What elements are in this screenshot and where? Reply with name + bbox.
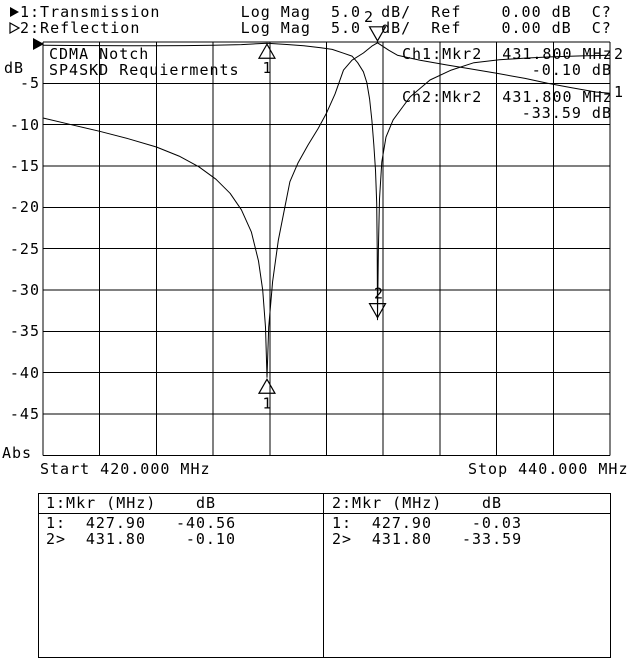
marker-2-trace-2-label: 2 [374, 285, 383, 303]
y-axis-abs-label: Abs [2, 444, 33, 462]
y-tick--40: -40 [9, 364, 40, 382]
trace-end-label-2: 2 [614, 45, 623, 63]
y-tick--25: -25 [9, 240, 40, 258]
marker-table-header-underline [39, 513, 610, 514]
header-line-2: 2:Reflection Log Mag 5.0 dB/ Ref 0.00 dB… [20, 19, 612, 37]
ch1-row-1-frequency: 427.90 [85, 514, 146, 532]
header-line-1: 1:Transmission Log Mag 5.0 dB/ Ref 0.00 … [20, 3, 612, 21]
ch2-row-2-frequency: 431.80 [371, 530, 432, 548]
annotation-title-line-1: CDMA Notch [49, 45, 150, 63]
y-tick--35: -35 [9, 322, 40, 340]
marker-table-divider [323, 494, 324, 657]
y-tick--30: -30 [9, 281, 40, 299]
trace-end-label-1: 1 [614, 83, 623, 101]
trace-1-transmission [42, 42, 611, 378]
marker-2-trace-2-icon [368, 303, 387, 319]
ch2-row-2-id: 2> [332, 530, 353, 548]
ch2-row-1-value: -0.03 [471, 514, 522, 532]
start-frequency-label: Start 420.000 MHz [40, 460, 211, 478]
ch1-row-2-id: 2> [46, 530, 67, 548]
ch2-row-2-value: -33.59 [462, 530, 523, 548]
ch1-row-1-id: 1: [46, 514, 67, 532]
marker-2-trace-1-icon [368, 26, 387, 43]
ch1-row-2-value: -0.10 [185, 530, 236, 548]
ch2-marker-value: -33.59 dB [521, 104, 612, 122]
graticule [42, 41, 611, 456]
marker-1-trace-2-label: 1 [262, 59, 271, 77]
y-axis-unit-label: dB [4, 59, 25, 77]
ch1-marker-value: -0.10 dB [531, 61, 612, 79]
ch1-row-2-frequency: 431.80 [85, 530, 146, 548]
ch2-table-header-unit: dB [482, 494, 503, 512]
ch1-marker-readout: Ch1:Mkr2 431.800 MHz [402, 45, 613, 63]
marker-1-trace-2-icon [257, 43, 276, 59]
marker-2-trace-1-label: 2 [364, 8, 373, 26]
stop-frequency-label: Stop 440.000 MHz [468, 460, 629, 478]
ch1-table-header-title: 1:Mkr (MHz) [46, 494, 157, 512]
ch1-table-header-unit: dB [196, 494, 217, 512]
ch1-row-1-value: -40.56 [176, 514, 237, 532]
channel-2-arrow-icon [9, 21, 21, 35]
y-tick--5: -5 [19, 74, 40, 92]
y-tick--45: -45 [9, 405, 40, 423]
plot-area: 1 2 1 2 1 2 [9, 7, 623, 456]
ref-level-arrow-icon [33, 38, 44, 50]
y-tick--10: -10 [9, 116, 40, 134]
annotation-title-line-2: SP4SKD Requierments [49, 61, 240, 79]
trace-2-reflection [42, 42, 611, 321]
y-tick--15: -15 [9, 157, 40, 175]
active-channel-arrow-icon [10, 7, 19, 17]
y-tick--20: -20 [9, 198, 40, 216]
marker-1-trace-1-label: 1 [262, 394, 271, 412]
ch2-row-1-id: 1: [332, 514, 353, 532]
marker-1-trace-1-icon [257, 378, 276, 394]
ch2-row-1-frequency: 427.90 [371, 514, 432, 532]
marker-table [38, 493, 611, 658]
ch2-marker-readout: Ch2:Mkr2 431.800 MHz [402, 88, 613, 106]
ch2-table-header-title: 2:Mkr (MHz) [332, 494, 443, 512]
